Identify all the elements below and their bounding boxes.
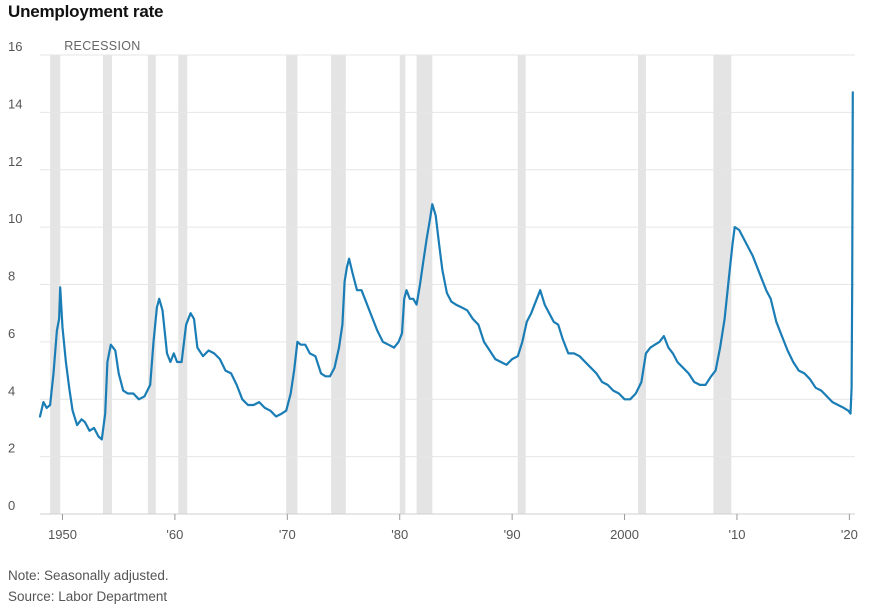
x-tick-label: 1950 <box>48 527 77 542</box>
x-tick-label: '70 <box>279 527 296 542</box>
x-axis-ticks: 1950 '60 '70 '80 '90 2000 '10 '20 <box>48 514 858 542</box>
y-tick-label: 0 <box>8 498 15 513</box>
y-axis-ticks: 0 2 4 6 8 10 12 14 16 <box>8 39 22 513</box>
x-tick-label: 2000 <box>610 527 639 542</box>
recession-label: RECESSION <box>64 39 140 53</box>
source-note: Source: Labor Department <box>8 589 168 604</box>
x-tick-label: '60 <box>166 527 183 542</box>
y-tick-label: 10 <box>8 211 22 226</box>
y-tick-label: 6 <box>8 326 15 341</box>
x-tick-label: '10 <box>728 527 745 542</box>
y-tick-label: 8 <box>8 269 15 284</box>
y-tick-label: 4 <box>8 383 15 398</box>
x-tick-label: '20 <box>841 527 858 542</box>
unemployment-rate-line <box>38 91 854 441</box>
y-tick-label: 16 <box>8 39 22 54</box>
chart-title: Unemployment rate <box>8 2 164 21</box>
footnote: Note: Seasonally adjusted. <box>8 568 169 583</box>
y-tick-label: 14 <box>8 96 22 111</box>
y-gridlines <box>40 54 855 515</box>
y-tick-label: 12 <box>8 154 22 169</box>
x-tick-label: '90 <box>504 527 521 542</box>
y-tick-label: 2 <box>8 441 15 456</box>
x-tick-label: '80 <box>391 527 408 542</box>
